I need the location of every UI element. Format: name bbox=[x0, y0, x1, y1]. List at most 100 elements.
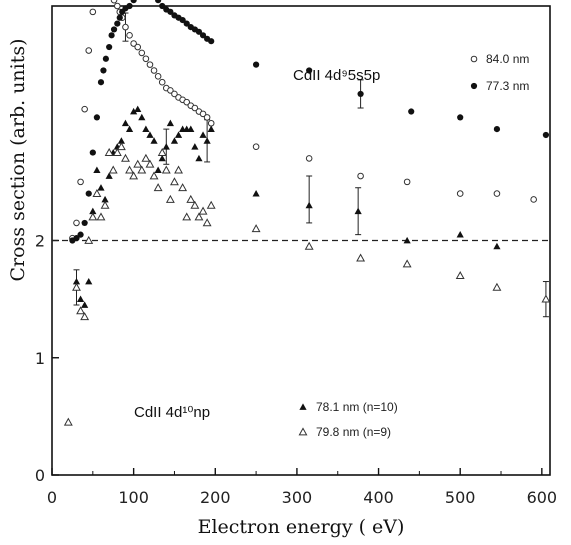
y-tick-label: 1 bbox=[35, 349, 45, 368]
data-point bbox=[456, 231, 464, 238]
data-point bbox=[72, 277, 81, 285]
x-axis-ticks: 0 100 200 300 400 500 600 bbox=[47, 468, 557, 507]
lower-panel-label: CdII 4d¹⁰np bbox=[134, 404, 210, 421]
data-point bbox=[153, 183, 163, 192]
data-point bbox=[85, 277, 93, 285]
data-point bbox=[170, 137, 179, 144]
data-point bbox=[129, 171, 139, 180]
x-tick-label: 200 bbox=[200, 488, 231, 507]
data-point bbox=[208, 38, 215, 45]
data-point bbox=[108, 32, 115, 39]
data-point bbox=[305, 155, 313, 162]
data-point bbox=[357, 172, 364, 180]
data-point bbox=[306, 67, 313, 74]
data-point bbox=[93, 166, 101, 174]
data-point bbox=[154, 73, 162, 80]
data-point bbox=[198, 206, 208, 215]
data-point bbox=[134, 105, 142, 113]
data-point bbox=[100, 200, 110, 209]
data-point bbox=[493, 190, 501, 197]
data-point bbox=[84, 235, 94, 244]
data-point bbox=[165, 194, 175, 203]
data-point bbox=[150, 137, 158, 144]
data-point bbox=[89, 149, 96, 156]
data-point bbox=[252, 61, 260, 68]
data-point bbox=[104, 147, 114, 156]
data-point bbox=[108, 165, 118, 174]
data-point bbox=[126, 32, 133, 39]
data-point bbox=[457, 114, 464, 121]
data-point bbox=[77, 178, 84, 186]
upper-panel-label: CdII 4d⁹5s5p bbox=[293, 67, 380, 84]
data-point bbox=[81, 219, 88, 227]
data-point bbox=[183, 98, 191, 106]
data-point bbox=[187, 125, 195, 132]
data-point bbox=[121, 119, 130, 127]
data-point bbox=[304, 241, 314, 250]
data-point bbox=[541, 294, 551, 303]
data-point bbox=[178, 183, 188, 192]
x-axis-title: Electron energy ( eV) bbox=[198, 516, 405, 538]
data-point bbox=[492, 282, 502, 291]
data-point bbox=[159, 2, 166, 10]
data-point bbox=[92, 188, 102, 197]
data-point bbox=[88, 212, 98, 221]
data-point bbox=[114, 2, 121, 10]
data-point bbox=[456, 190, 464, 197]
data-point bbox=[171, 90, 178, 98]
data-point bbox=[455, 271, 465, 280]
data-point bbox=[403, 236, 411, 244]
legend-label-79nm: 79.8 nm (n=9) bbox=[316, 425, 391, 439]
legend-label-84nm: 84.0 nm bbox=[486, 52, 529, 66]
data-point bbox=[252, 143, 260, 150]
data-point bbox=[130, 107, 138, 115]
data-point bbox=[191, 143, 199, 150]
data-point bbox=[149, 171, 159, 180]
data-point bbox=[195, 154, 203, 162]
data-markers bbox=[63, 0, 551, 426]
data-point bbox=[73, 235, 80, 242]
data-point bbox=[85, 190, 92, 197]
y-axis-title: Cross section (arb. units) bbox=[7, 38, 29, 281]
data-point bbox=[408, 108, 415, 115]
data-point bbox=[63, 417, 73, 426]
data-point bbox=[166, 119, 174, 127]
data-point bbox=[183, 20, 190, 27]
data-point bbox=[179, 16, 186, 24]
data-point bbox=[117, 137, 125, 144]
data-point bbox=[138, 113, 146, 121]
series-3-points bbox=[63, 142, 551, 426]
data-point bbox=[81, 301, 89, 308]
data-point bbox=[162, 143, 170, 150]
legend-label-78nm: 78.1 nm (n=10) bbox=[316, 400, 398, 414]
x-tick-label: 500 bbox=[445, 488, 476, 507]
data-point bbox=[354, 207, 362, 215]
data-point bbox=[155, 0, 162, 4]
data-point bbox=[121, 153, 130, 162]
data-point bbox=[80, 312, 90, 321]
legend-marker-79nm bbox=[298, 427, 308, 436]
data-point bbox=[174, 131, 183, 138]
data-point bbox=[207, 119, 215, 127]
data-point bbox=[186, 194, 196, 203]
data-point bbox=[199, 110, 207, 118]
data-point bbox=[116, 14, 123, 21]
data-point bbox=[182, 212, 192, 221]
y-tick-label: 0 bbox=[35, 466, 45, 485]
data-point bbox=[202, 218, 212, 227]
series-1-points bbox=[69, 0, 550, 244]
data-point bbox=[116, 142, 126, 151]
data-point bbox=[130, 0, 137, 4]
data-point bbox=[114, 20, 121, 27]
data-point bbox=[105, 172, 113, 179]
data-point bbox=[126, 2, 133, 10]
x-tick-label: 600 bbox=[527, 488, 558, 507]
data-point bbox=[158, 78, 166, 86]
legend-label-77nm: 77.3 nm bbox=[486, 79, 529, 93]
data-point bbox=[493, 126, 501, 133]
data-point bbox=[102, 55, 109, 62]
data-point bbox=[101, 195, 109, 203]
data-point bbox=[145, 159, 155, 168]
data-point bbox=[133, 159, 143, 168]
